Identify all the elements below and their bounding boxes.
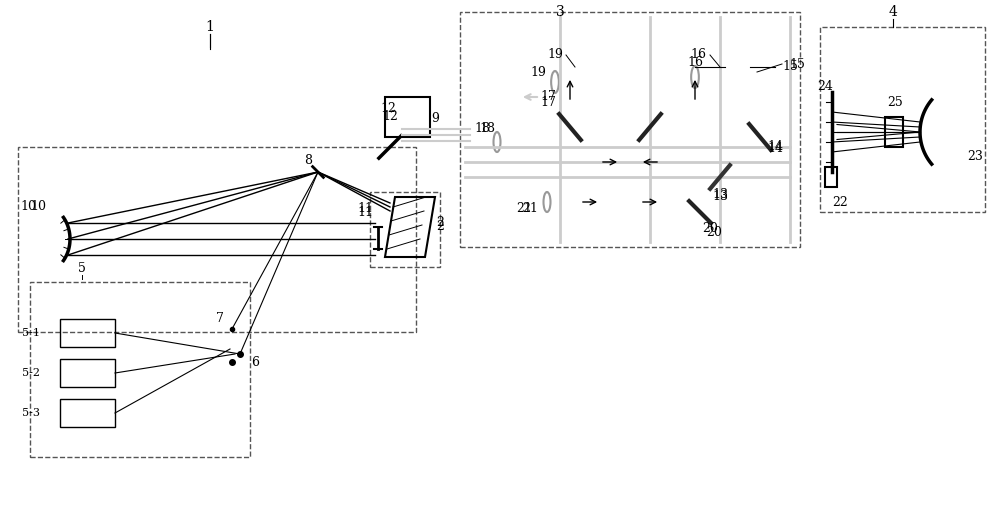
Text: 10: 10 bbox=[30, 201, 46, 214]
Bar bbox=[30, 282, 250, 457]
Text: 24: 24 bbox=[817, 81, 833, 94]
Text: 15: 15 bbox=[782, 60, 798, 73]
Bar bbox=[60, 359, 115, 387]
Text: 7: 7 bbox=[216, 312, 224, 326]
Text: 6: 6 bbox=[251, 356, 259, 369]
Text: 15: 15 bbox=[789, 57, 805, 70]
Bar bbox=[370, 192, 440, 267]
Text: 23: 23 bbox=[967, 150, 983, 163]
Text: 9: 9 bbox=[431, 113, 439, 126]
Bar bbox=[60, 319, 115, 347]
Text: 16: 16 bbox=[690, 49, 706, 62]
Bar bbox=[885, 117, 903, 147]
Text: 3: 3 bbox=[556, 5, 564, 19]
Text: 2: 2 bbox=[436, 216, 444, 229]
Text: 5-2: 5-2 bbox=[22, 368, 40, 378]
Bar bbox=[385, 97, 430, 137]
Bar bbox=[460, 12, 800, 247]
Text: 22: 22 bbox=[832, 195, 848, 208]
Text: 11: 11 bbox=[357, 203, 373, 216]
Text: 25: 25 bbox=[887, 96, 903, 109]
Text: 12: 12 bbox=[380, 102, 396, 115]
Text: 17: 17 bbox=[540, 96, 556, 109]
Text: 10: 10 bbox=[20, 201, 36, 214]
Text: 21: 21 bbox=[522, 203, 538, 216]
Bar bbox=[825, 167, 837, 187]
Text: 14: 14 bbox=[767, 141, 783, 154]
Text: 18: 18 bbox=[479, 123, 495, 135]
Text: 13: 13 bbox=[712, 189, 728, 202]
Text: 11: 11 bbox=[357, 205, 373, 219]
Bar bbox=[18, 147, 416, 332]
Text: 17: 17 bbox=[540, 90, 556, 103]
Text: 19: 19 bbox=[530, 66, 546, 79]
Text: 20: 20 bbox=[706, 225, 722, 238]
Text: 1: 1 bbox=[206, 20, 214, 34]
Text: 16: 16 bbox=[687, 55, 703, 68]
Text: 8: 8 bbox=[304, 155, 312, 168]
Text: 5-3: 5-3 bbox=[22, 408, 40, 418]
Text: 20: 20 bbox=[702, 222, 718, 236]
Text: 12: 12 bbox=[382, 111, 398, 124]
Text: 18: 18 bbox=[474, 123, 490, 135]
Bar bbox=[820, 27, 985, 212]
Bar bbox=[60, 399, 115, 427]
Text: 13: 13 bbox=[712, 190, 728, 204]
Text: 4: 4 bbox=[889, 5, 897, 19]
Text: 19: 19 bbox=[547, 49, 563, 62]
Text: 5-1: 5-1 bbox=[22, 328, 40, 338]
Text: 14: 14 bbox=[767, 143, 783, 156]
Text: 2: 2 bbox=[436, 220, 444, 234]
Text: 5: 5 bbox=[78, 263, 86, 276]
Text: 21: 21 bbox=[516, 203, 532, 216]
